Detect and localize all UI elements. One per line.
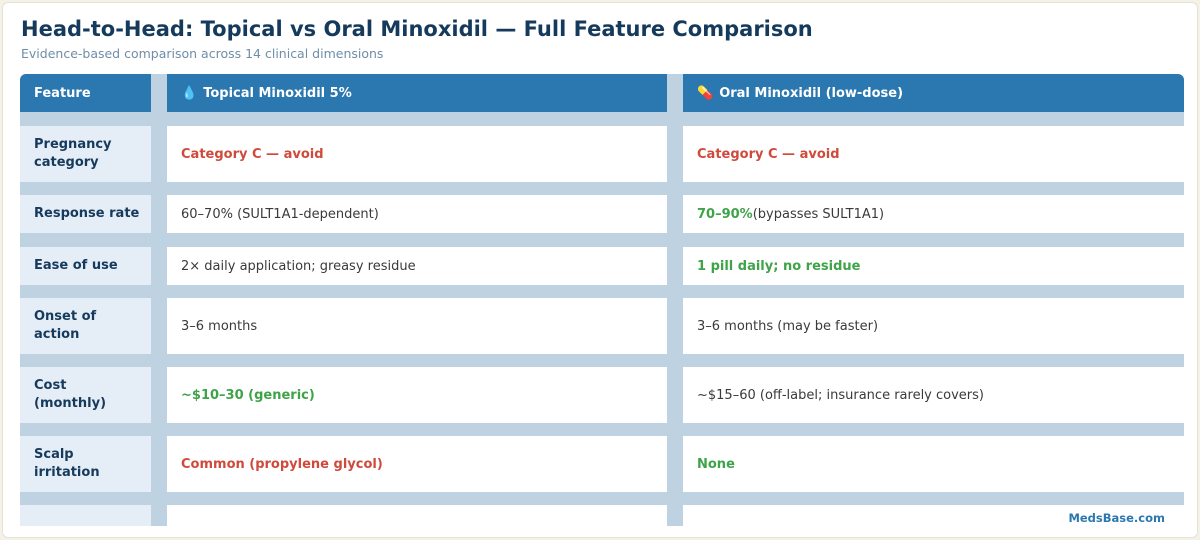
feature-cell: Onset of action xyxy=(20,298,151,354)
topical-value-text: Category C — avoid xyxy=(181,146,324,162)
header-oral: 💊 Oral Minoxidil (low-dose) xyxy=(683,74,1184,112)
oral-value-text: None xyxy=(697,456,735,472)
oral-value-text: 70–90% xyxy=(697,206,753,222)
topical-value-text: 60–70% (SULT1A1-dependent) xyxy=(181,206,379,222)
oral-value-text: Dose-dependent (face, arms) xyxy=(697,526,911,527)
topical-value-cell: Rare (local only) xyxy=(167,505,667,526)
topical-value-text: Common (propylene glycol) xyxy=(181,456,383,472)
header-topical: 💧 Topical Minoxidil 5% xyxy=(167,74,667,112)
topical-value-text: 3–6 months xyxy=(181,318,258,334)
topical-value-text: Rare (local only) xyxy=(181,526,301,527)
pill-icon: 💊 xyxy=(697,85,714,101)
topical-value-cell: 3–6 months xyxy=(167,298,667,354)
topical-value-cell: ~$10–30 (generic) xyxy=(167,367,667,423)
topical-value-cell: Category C — avoid xyxy=(167,126,667,182)
oral-value-cell: 70–90% (bypasses SULT1A1) xyxy=(683,195,1184,233)
header-topical-label: Topical Minoxidil 5% xyxy=(203,85,352,101)
topical-value-cell: 2× daily application; greasy residue xyxy=(167,247,667,285)
topical-value-text: ~$10–30 (generic) xyxy=(181,387,315,403)
oral-value-cell: Dose-dependent (face, arms) xyxy=(683,505,1184,526)
header-feature-label: Feature xyxy=(34,85,91,101)
oral-value-cell: Category C — avoid xyxy=(683,126,1184,182)
topical-value-text: 2× daily application; greasy residue xyxy=(181,258,416,274)
comparison-table: Feature 💧 Topical Minoxidil 5% 💊 Oral Mi… xyxy=(20,74,1184,526)
feature-cell: Pregnancy category xyxy=(20,126,151,182)
page-subtitle: Evidence-based comparison across 14 clin… xyxy=(21,46,384,61)
feature-cell: Hypertrichosis xyxy=(20,505,151,526)
brand-label: MedsBase.com xyxy=(1068,511,1165,525)
topical-value-cell: 60–70% (SULT1A1-dependent) xyxy=(167,195,667,233)
droplet-icon: 💧 xyxy=(181,85,198,101)
topical-value-cell: Common (propylene glycol) xyxy=(167,436,667,492)
feature-cell: Scalp irritation xyxy=(20,436,151,492)
header-oral-label: Oral Minoxidil (low-dose) xyxy=(719,85,904,101)
header-feature: Feature xyxy=(20,74,151,112)
oral-value-text: 1 pill daily; no residue xyxy=(697,258,861,274)
oral-value-cell: None xyxy=(683,436,1184,492)
oral-value-cell: 3–6 months (may be faster) xyxy=(683,298,1184,354)
oral-value-note: (bypasses SULT1A1) xyxy=(752,206,885,222)
feature-cell: Response rate xyxy=(20,195,151,233)
feature-cell: Cost (monthly) xyxy=(20,367,151,423)
oral-value-text: ~$15–60 (off-label; insurance rarely cov… xyxy=(697,387,984,403)
page-title: Head-to-Head: Topical vs Oral Minoxidil … xyxy=(21,17,813,41)
oral-value-text: 3–6 months (may be faster) xyxy=(697,318,879,334)
oral-value-cell: 1 pill daily; no residue xyxy=(683,247,1184,285)
oral-value-cell: ~$15–60 (off-label; insurance rarely cov… xyxy=(683,367,1184,423)
oral-value-text: Category C — avoid xyxy=(697,146,840,162)
feature-cell: Ease of use xyxy=(20,247,151,285)
